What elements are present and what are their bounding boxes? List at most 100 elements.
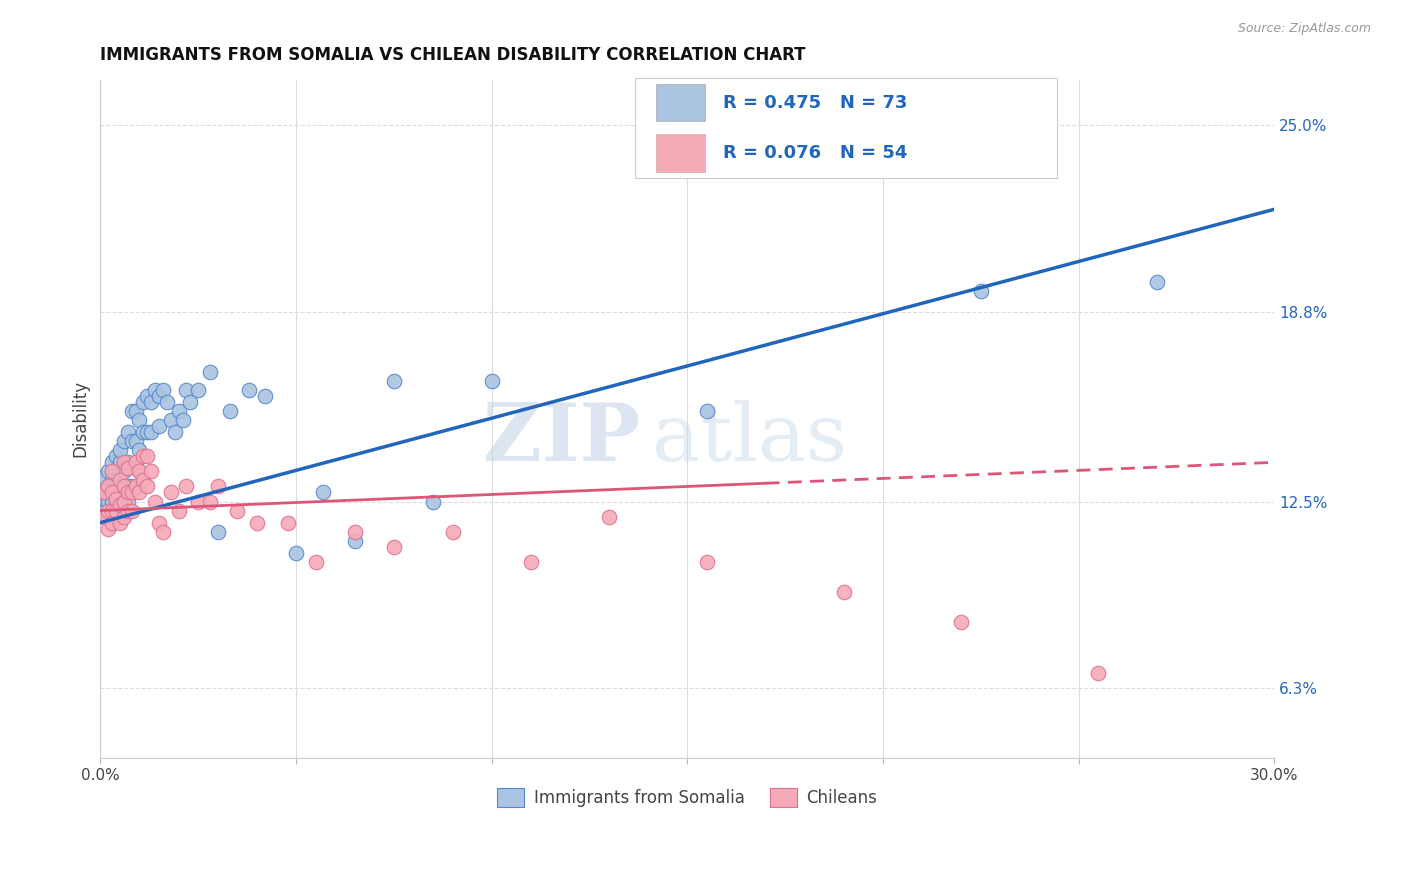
Point — [97, 509, 120, 524]
Point — [108, 479, 131, 493]
Point — [598, 509, 620, 524]
Point — [124, 455, 146, 469]
Point — [108, 443, 131, 458]
Point — [108, 485, 131, 500]
Point — [97, 464, 120, 478]
Point — [304, 555, 326, 569]
Point — [136, 479, 159, 493]
FancyBboxPatch shape — [634, 78, 1057, 178]
Point — [128, 464, 150, 478]
Point — [132, 395, 155, 409]
Point — [105, 474, 128, 488]
Point — [163, 425, 186, 440]
Point — [218, 404, 240, 418]
Point — [112, 485, 135, 500]
Point — [108, 516, 131, 530]
Point — [136, 450, 159, 464]
Point — [136, 425, 159, 440]
Point — [950, 615, 973, 629]
Point — [253, 389, 276, 403]
Point — [167, 404, 190, 418]
Point — [167, 503, 190, 517]
Point — [101, 516, 124, 530]
Point — [112, 479, 135, 493]
Point — [132, 450, 155, 464]
Point — [97, 485, 120, 500]
Point — [101, 503, 124, 517]
Point — [159, 485, 181, 500]
Point — [128, 443, 150, 458]
Point — [148, 419, 170, 434]
Point — [101, 503, 124, 517]
Point — [101, 455, 124, 469]
Point — [117, 479, 139, 493]
Point — [152, 524, 174, 539]
Legend: Immigrants from Somalia, Chileans: Immigrants from Somalia, Chileans — [491, 781, 884, 814]
Point — [148, 389, 170, 403]
Point — [970, 284, 993, 298]
Point — [141, 395, 163, 409]
Point — [832, 585, 855, 599]
Point — [112, 455, 135, 469]
Point — [285, 546, 308, 560]
Point — [101, 494, 124, 508]
Point — [93, 470, 115, 484]
Point — [141, 464, 163, 478]
Point — [105, 491, 128, 506]
Point — [97, 503, 120, 517]
Point — [105, 491, 128, 506]
Point — [187, 383, 209, 397]
Point — [112, 509, 135, 524]
Point — [108, 474, 131, 488]
Point — [1146, 275, 1168, 289]
Point — [143, 383, 166, 397]
Point — [112, 464, 135, 478]
Text: ZIP: ZIP — [484, 400, 641, 478]
Point — [105, 450, 128, 464]
Point — [124, 479, 146, 493]
Point — [117, 503, 139, 517]
Point — [97, 494, 120, 508]
Point — [141, 425, 163, 440]
Point — [128, 413, 150, 427]
Point — [207, 524, 229, 539]
Point — [172, 413, 194, 427]
Point — [277, 516, 299, 530]
Point — [121, 485, 143, 500]
Point — [121, 434, 143, 449]
Point — [101, 464, 124, 478]
Point — [1087, 666, 1109, 681]
Point — [117, 494, 139, 508]
Point — [128, 485, 150, 500]
Point — [422, 494, 444, 508]
Y-axis label: Disability: Disability — [72, 380, 89, 458]
Point — [148, 516, 170, 530]
Text: Source: ZipAtlas.com: Source: ZipAtlas.com — [1237, 22, 1371, 36]
Point — [132, 425, 155, 440]
Point — [176, 383, 198, 397]
Point — [124, 404, 146, 418]
Point — [176, 479, 198, 493]
Text: atlas: atlas — [652, 400, 848, 478]
Point — [93, 485, 115, 500]
Point — [93, 491, 115, 506]
Point — [136, 389, 159, 403]
Point — [226, 503, 249, 517]
Point — [143, 494, 166, 508]
Point — [117, 455, 139, 469]
Point — [97, 522, 120, 536]
Point — [441, 524, 464, 539]
Point — [93, 509, 115, 524]
Point — [101, 474, 124, 488]
Text: R = 0.475   N = 73: R = 0.475 N = 73 — [723, 94, 907, 112]
Point — [97, 479, 120, 493]
Point — [382, 374, 405, 388]
Point — [112, 434, 135, 449]
Point — [343, 524, 366, 539]
Point — [207, 479, 229, 493]
FancyBboxPatch shape — [655, 84, 704, 121]
Point — [696, 555, 718, 569]
Point — [132, 474, 155, 488]
Point — [108, 455, 131, 469]
Point — [246, 516, 269, 530]
